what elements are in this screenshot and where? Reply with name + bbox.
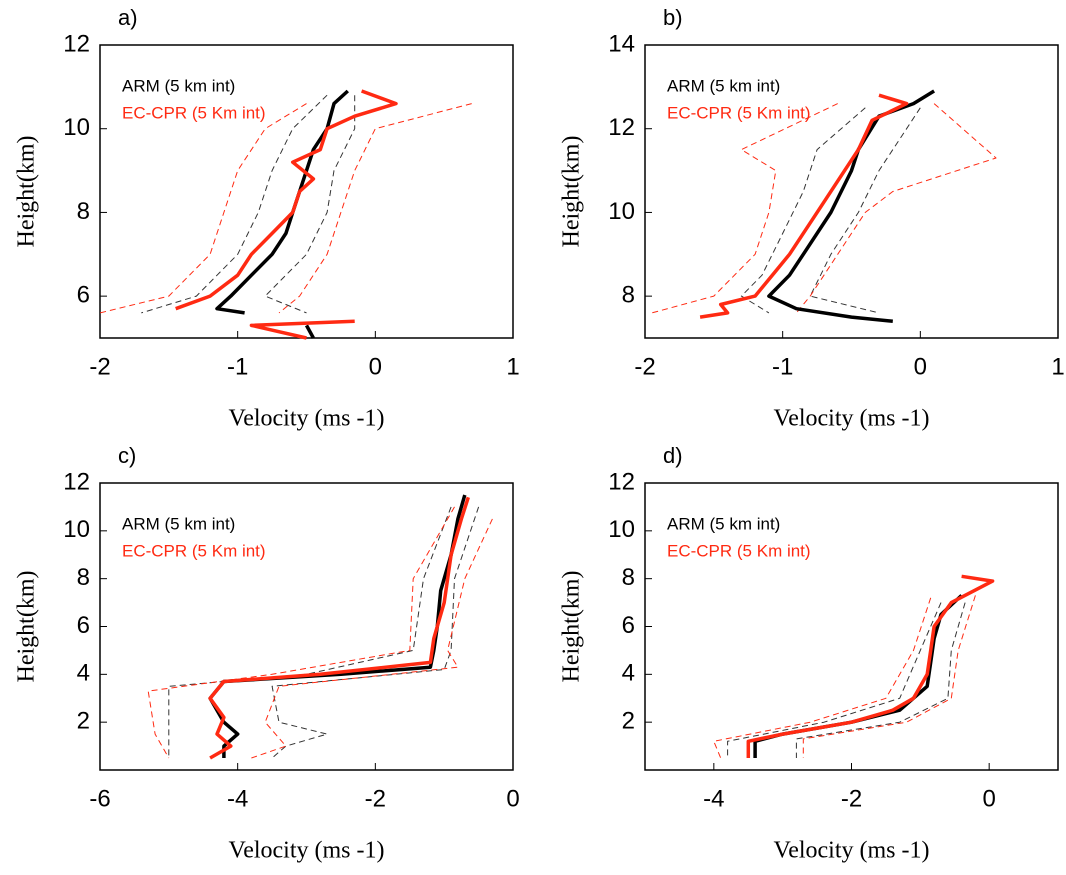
spread-line [802,595,976,758]
panel-label: d) [663,443,683,468]
mean-line [208,496,470,760]
spread-line [264,95,356,314]
y-tick-label: 6 [622,612,635,639]
x-tick-label: 1 [506,353,519,380]
y-tick-label: 8 [77,198,90,225]
x-tick-label: -2 [89,353,110,380]
spread-line [279,104,472,322]
y-tick-label: 12 [63,468,90,495]
legend-entry: EC-CPR (5 Km int) [122,541,266,560]
legend-entry: EC-CPR (5 Km int) [122,103,266,122]
x-axis-label: Velocity (ms -1) [229,838,385,864]
y-axis-label: Height(km) [14,136,40,248]
y-tick-label: 8 [77,564,90,591]
panel-label: c) [118,443,136,468]
y-tick-label: 14 [608,30,635,57]
y-tick-label: 4 [77,660,90,687]
x-axis-label: Velocity (ms -1) [774,838,930,864]
x-tick-label: 0 [982,785,995,812]
x-axis-label: Velocity (ms -1) [774,406,930,432]
x-tick-label: -2 [365,785,386,812]
y-tick-label: 12 [608,114,635,141]
x-tick-label: -1 [772,353,793,380]
y-tick-label: 4 [622,660,635,687]
x-tick-label: -1 [227,353,248,380]
mean-line [175,89,398,340]
spread-line [147,506,455,759]
y-tick-label: 10 [608,516,635,543]
spread-line [740,107,866,314]
plot-frame [644,44,1059,339]
mean-line [699,93,909,319]
y-tick-label: 12 [63,30,90,57]
legend-entry: EC-CPR (5 Km int) [667,103,811,122]
spread-line [271,506,480,759]
x-tick-label: -4 [703,785,724,812]
legend-entry: EC-CPR (5 Km int) [667,541,811,560]
x-tick-label: -2 [634,353,655,380]
spread-line [651,103,838,314]
panel-label: b) [663,5,683,30]
legend-entry: ARM (5 km int) [667,76,780,95]
y-tick-label: 8 [622,564,635,591]
spread-line [168,506,452,758]
x-axis-label: Velocity (ms -1) [229,406,385,432]
y-axis-label: Height(km) [559,136,585,248]
spread-line [99,103,307,314]
y-tick-label: 2 [622,708,635,735]
spread-line [727,602,942,758]
x-tick-label: -2 [841,785,862,812]
mean-line [208,494,467,758]
y-tick-label: 10 [608,198,635,225]
y-tick-label: 10 [63,114,90,141]
x-tick-label: 1 [1051,353,1064,380]
mean-line [746,574,995,758]
legend-entry: ARM (5 km int) [122,514,235,533]
spread-line [809,107,921,314]
x-tick-label: 0 [506,785,519,812]
y-tick-label: 10 [63,516,90,543]
legend-entry: ARM (5 km int) [667,514,780,533]
y-tick-label: 6 [77,281,90,308]
y-tick-label: 6 [77,612,90,639]
y-tick-label: 8 [622,281,635,308]
x-tick-label: -6 [89,785,110,812]
spread-line [251,518,493,759]
panel-label: a) [118,5,138,30]
y-axis-label: Height(km) [14,571,40,683]
y-axis-label: Height(km) [559,571,585,683]
y-tick-label: 12 [608,468,635,495]
spread-line [713,597,932,759]
spread-line [141,94,328,314]
spread-line [795,602,966,758]
y-tick-label: 2 [77,708,90,735]
x-tick-label: -4 [227,785,248,812]
x-tick-label: 0 [369,353,382,380]
mean-line [767,89,936,324]
spread-line [796,103,997,314]
legend-entry: ARM (5 km int) [122,76,235,95]
x-tick-label: 0 [914,353,927,380]
